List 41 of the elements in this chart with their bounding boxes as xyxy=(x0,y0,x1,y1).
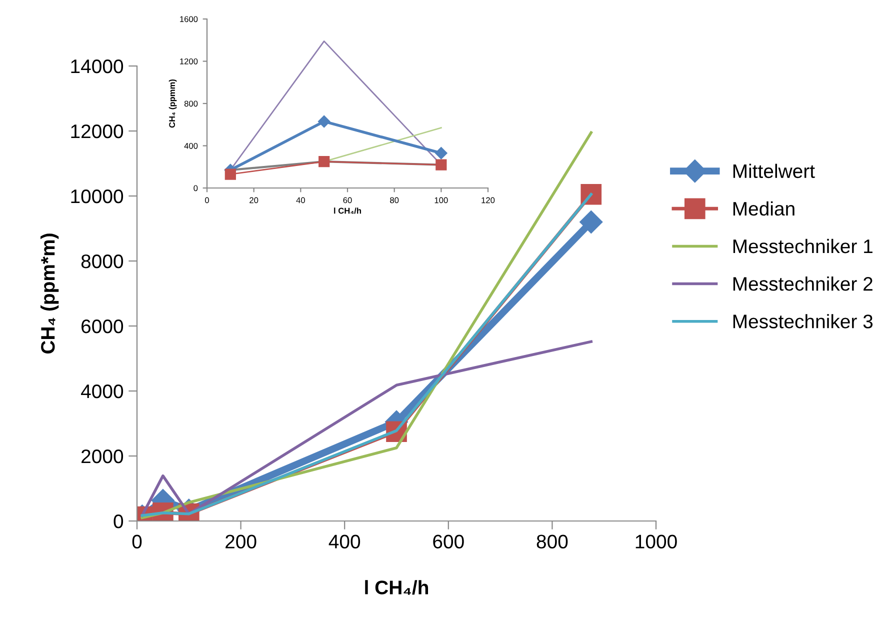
x-tick-label: 800 xyxy=(536,534,568,548)
x-tick-label: 40 xyxy=(296,197,305,204)
point xyxy=(318,115,330,128)
point xyxy=(435,147,448,160)
legend-label: Messtechniker 1 xyxy=(733,238,872,254)
x-tick-label: 80 xyxy=(390,197,399,204)
x-tick-label: 120 xyxy=(482,197,495,204)
y-tick-label: 2000 xyxy=(82,449,124,464)
point xyxy=(436,159,447,170)
y-tick-label: 6000 xyxy=(82,319,124,334)
y-tick-label: 12000 xyxy=(71,124,124,138)
y-tick-label: 1200 xyxy=(180,58,198,64)
x-axis-title: l CH₄/h xyxy=(334,208,362,214)
y-tick-label: 0 xyxy=(114,514,124,528)
x-tick-label: 20 xyxy=(250,197,258,204)
x-axis-title: l CH₄/h xyxy=(365,580,428,595)
x-tick-label: 0 xyxy=(205,197,209,204)
y-tick-label: 14000 xyxy=(71,59,124,74)
y-tick-label: 4000 xyxy=(81,384,124,398)
legend-label: Median xyxy=(733,201,794,216)
x-tick-label: 1000 xyxy=(636,534,677,548)
legend-label: Messtechniker 3 xyxy=(733,314,873,328)
point xyxy=(318,156,330,168)
y-tick-label: 800 xyxy=(184,100,198,107)
y-axis-title: CH₄ (ppm*m) xyxy=(40,234,59,354)
y-tick-label: 10000 xyxy=(71,189,124,204)
y-tick-label: 0 xyxy=(194,185,198,192)
x-tick-label: 100 xyxy=(434,197,448,204)
y-tick-label: 1600 xyxy=(180,16,198,22)
point xyxy=(580,210,603,234)
x-tick-label: 0 xyxy=(132,534,142,548)
legend-label: Messtechniker 2 xyxy=(733,276,872,291)
legend-label: Mittelwert xyxy=(733,164,815,178)
x-tick-label: 200 xyxy=(226,534,256,548)
y-axis-title: CH₄ (ppmm) xyxy=(168,79,177,128)
point xyxy=(224,168,236,180)
x-tick-label: 400 xyxy=(328,534,360,548)
y-tick-label: 8000 xyxy=(81,254,124,268)
x-tick-label: 60 xyxy=(343,197,352,204)
y-tick-label: 400 xyxy=(184,142,198,149)
x-tick-label: 600 xyxy=(433,534,464,548)
